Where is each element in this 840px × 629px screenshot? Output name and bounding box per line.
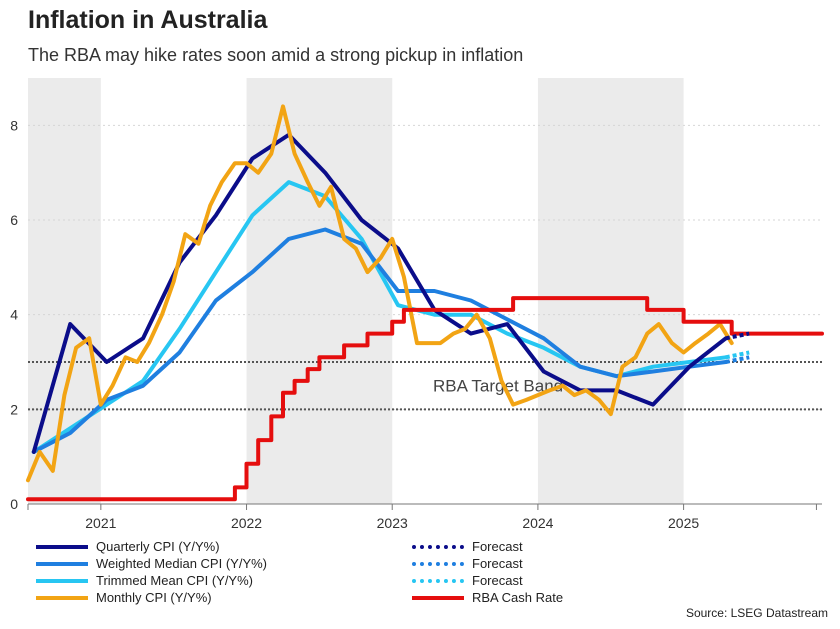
legend-swatch-cash <box>412 596 464 600</box>
series-line-weighted <box>31 227 728 454</box>
x-tick-label-2021: 2021 <box>85 515 116 531</box>
y-tick-label-6: 6 <box>10 212 18 228</box>
legend-swatch-quarterly <box>36 545 88 549</box>
legend-label-forecast-trimmed: Forecast <box>472 573 523 588</box>
chart-series <box>26 104 824 502</box>
x-tick-label-2024: 2024 <box>522 515 553 531</box>
legend-label-forecast-weighted: Forecast <box>472 556 523 571</box>
x-tick-label-2025: 2025 <box>668 515 699 531</box>
legend-label-cash: RBA Cash Rate <box>472 590 564 605</box>
chart-background <box>28 78 684 504</box>
legend-swatch-trimmed <box>36 579 88 583</box>
chart-title: Inflation in Australia <box>28 6 268 34</box>
target-band-label: RBA Target Band <box>433 377 563 396</box>
legend-swatch-forecast-weighted <box>412 562 464 566</box>
forecast-line-trimmed <box>725 350 750 360</box>
series-line-cash <box>26 296 824 502</box>
legend-swatch-weighted <box>36 562 88 566</box>
forecast-line-quarterly <box>725 331 750 341</box>
x-tick-label-2023: 2023 <box>377 515 408 531</box>
year-shade-2 <box>537 78 684 504</box>
source-note: Source: LSEG Datastream <box>685 606 828 620</box>
forecast-line-weighted <box>725 355 750 364</box>
y-tick-label-0: 0 <box>10 496 18 512</box>
legend-swatch-monthly <box>36 596 88 600</box>
legend-label-forecast-quarterly: Forecast <box>472 539 523 554</box>
legend-swatch-forecast-quarterly <box>412 545 464 549</box>
legend-label-weighted: Weighted Median CPI (Y/Y%) <box>96 556 267 571</box>
chart-subtitle: The RBA may hike rates soon amid a stron… <box>28 45 524 65</box>
y-tick-label-8: 8 <box>10 117 18 133</box>
x-tick-label-2022: 2022 <box>231 515 262 531</box>
y-tick-label-4: 4 <box>10 307 18 323</box>
legend-label-trimmed: Trimmed Mean CPI (Y/Y%) <box>96 573 253 588</box>
series-line-monthly <box>26 104 734 483</box>
legend-label-monthly: Monthly CPI (Y/Y%) <box>96 590 212 605</box>
target-band: RBA Target Band <box>28 361 822 411</box>
legend-label-quarterly: Quarterly CPI (Y/Y%) <box>96 539 220 554</box>
series-line-quarterly <box>31 132 728 454</box>
y-tick-label-2: 2 <box>10 401 18 417</box>
chart-axes: 0 2 4 6 8 2021 2022 2023 2024 2025 <box>10 117 822 531</box>
legend-swatch-forecast-trimmed <box>412 579 464 583</box>
